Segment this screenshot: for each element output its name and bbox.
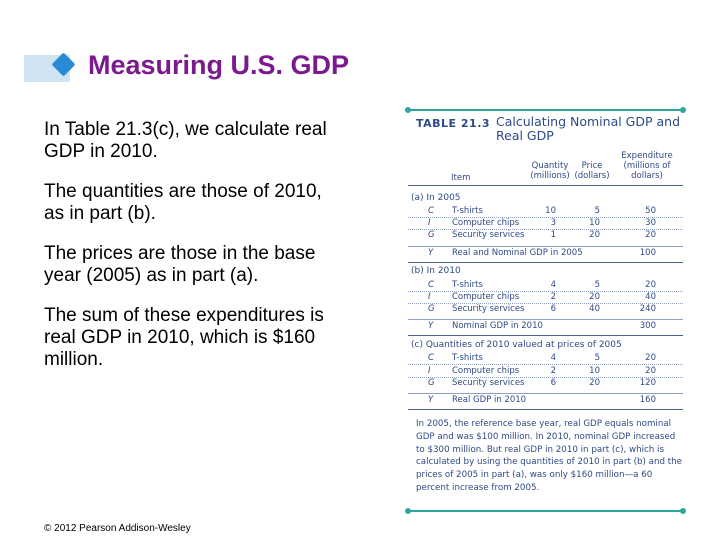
row-expenditure: 120 bbox=[639, 378, 656, 388]
row-symbol: C bbox=[428, 206, 434, 216]
column-header-price: Price (dollars) bbox=[574, 161, 610, 181]
table-row: G Security services 1 20 20 bbox=[408, 229, 683, 241]
table-row: C T-shirts 4 5 20 bbox=[408, 352, 683, 365]
row-item: Computer chips bbox=[452, 218, 520, 228]
row-expenditure: 300 bbox=[639, 321, 656, 331]
row-symbol: I bbox=[428, 218, 431, 228]
section-rule bbox=[408, 409, 683, 410]
row-item: Security services bbox=[452, 230, 525, 240]
table-total-row: Y Real and Nominal GDP in 2005 100 bbox=[408, 246, 683, 259]
table-bottom-rule bbox=[405, 508, 686, 514]
table-row: C T-shirts 4 5 20 bbox=[408, 279, 683, 292]
section-heading: (a) In 2005 bbox=[411, 193, 461, 203]
row-symbol: G bbox=[428, 304, 435, 314]
row-expenditure: 20 bbox=[645, 280, 656, 290]
row-quantity: 6 bbox=[550, 378, 556, 388]
row-symbol: G bbox=[428, 230, 435, 240]
row-price: 20 bbox=[589, 378, 600, 388]
table-total-row: Y Real GDP in 2010 160 bbox=[408, 393, 683, 406]
row-expenditure: 20 bbox=[645, 230, 656, 240]
row-price: 10 bbox=[589, 366, 600, 376]
rule-dot-icon bbox=[405, 508, 411, 514]
row-item: Security services bbox=[452, 304, 525, 314]
table-title: Calculating Nominal GDP and Real GDP bbox=[496, 114, 681, 143]
table-total-row: Y Nominal GDP in 2010 300 bbox=[408, 319, 683, 332]
rule-dot-icon bbox=[680, 107, 686, 113]
row-price: 5 bbox=[594, 280, 600, 290]
row-price: 5 bbox=[594, 206, 600, 216]
column-header-quantity: Quantity (millions) bbox=[530, 161, 570, 181]
row-quantity: 4 bbox=[550, 353, 556, 363]
row-expenditure: 20 bbox=[645, 366, 656, 376]
section-heading: (b) In 2010 bbox=[411, 266, 461, 276]
row-expenditure: 40 bbox=[645, 292, 656, 302]
row-quantity: 10 bbox=[545, 206, 556, 216]
row-symbol: Y bbox=[428, 321, 434, 331]
table-label: TABLE 21.3 bbox=[416, 117, 491, 130]
row-symbol: C bbox=[428, 353, 434, 363]
body-paragraph-3: The prices are those in the base year (2… bbox=[44, 243, 316, 286]
header-rule bbox=[408, 185, 683, 186]
row-expenditure: 50 bbox=[645, 206, 656, 216]
row-symbol: G bbox=[428, 378, 435, 388]
row-expenditure: 160 bbox=[639, 395, 656, 405]
row-price: 5 bbox=[594, 353, 600, 363]
row-symbol: I bbox=[428, 366, 431, 376]
copyright-footer: © 2012 Pearson Addison-Wesley bbox=[44, 523, 191, 534]
row-quantity: 1 bbox=[550, 230, 556, 240]
slide-body: In Table 21.3(c), we calculate real GDP … bbox=[44, 119, 344, 371]
row-symbol: Y bbox=[428, 248, 434, 258]
column-header-expenditure: Expenditure (millions of dollars) bbox=[621, 151, 673, 181]
row-item: Nominal GDP in 2010 bbox=[452, 321, 543, 331]
row-expenditure: 240 bbox=[639, 304, 656, 314]
rule-dot-icon bbox=[405, 107, 411, 113]
row-quantity: 2 bbox=[550, 292, 556, 302]
row-quantity: 2 bbox=[550, 366, 556, 376]
section-heading: (c) Quantities of 2010 valued at prices … bbox=[411, 340, 622, 350]
table-row: I Computer chips 3 10 30 bbox=[408, 217, 683, 230]
row-item: Real GDP in 2010 bbox=[452, 395, 527, 405]
table-top-rule bbox=[405, 107, 686, 113]
body-paragraph-1: In Table 21.3(c), we calculate real GDP … bbox=[44, 119, 327, 162]
row-quantity: 6 bbox=[550, 304, 556, 314]
row-item: T-shirts bbox=[452, 353, 483, 363]
table-row: G Security services 6 40 240 bbox=[408, 303, 683, 315]
body-paragraph-2: The quantities are those of 2010, as in … bbox=[44, 181, 322, 224]
section-rule bbox=[408, 262, 683, 263]
row-price: 40 bbox=[589, 304, 600, 314]
row-expenditure: 20 bbox=[645, 353, 656, 363]
row-price: 20 bbox=[589, 292, 600, 302]
row-item: T-shirts bbox=[452, 206, 483, 216]
table-note: In 2005, the reference base year, real G… bbox=[416, 419, 683, 493]
table-row: I Computer chips 2 20 40 bbox=[408, 291, 683, 304]
table-row: I Computer chips 2 10 20 bbox=[408, 365, 683, 378]
gdp-table: TABLE 21.3 Calculating Nominal GDP and R… bbox=[405, 107, 686, 514]
row-item: Computer chips bbox=[452, 292, 520, 302]
section-rule bbox=[408, 335, 683, 336]
row-item: T-shirts bbox=[452, 280, 483, 290]
row-price: 10 bbox=[589, 218, 600, 228]
table-row: C T-shirts 10 5 50 bbox=[408, 205, 683, 218]
row-symbol: C bbox=[428, 280, 434, 290]
row-item: Real and Nominal GDP in 2005 bbox=[452, 248, 583, 258]
table-row: G Security services 6 20 120 bbox=[408, 377, 683, 389]
row-item: Security services bbox=[452, 378, 525, 388]
row-price: 20 bbox=[589, 230, 600, 240]
rule-dot-icon bbox=[680, 508, 686, 514]
row-quantity: 4 bbox=[550, 280, 556, 290]
row-item: Computer chips bbox=[452, 366, 520, 376]
slide-title: Measuring U.S. GDP bbox=[88, 50, 350, 80]
column-header-item: Item bbox=[451, 173, 471, 183]
row-symbol: Y bbox=[428, 395, 434, 405]
row-symbol: I bbox=[428, 292, 431, 302]
row-quantity: 3 bbox=[550, 218, 556, 228]
row-expenditure: 100 bbox=[639, 248, 656, 258]
row-expenditure: 30 bbox=[645, 218, 656, 228]
body-paragraph-4: The sum of these expenditures is real GD… bbox=[44, 305, 324, 370]
